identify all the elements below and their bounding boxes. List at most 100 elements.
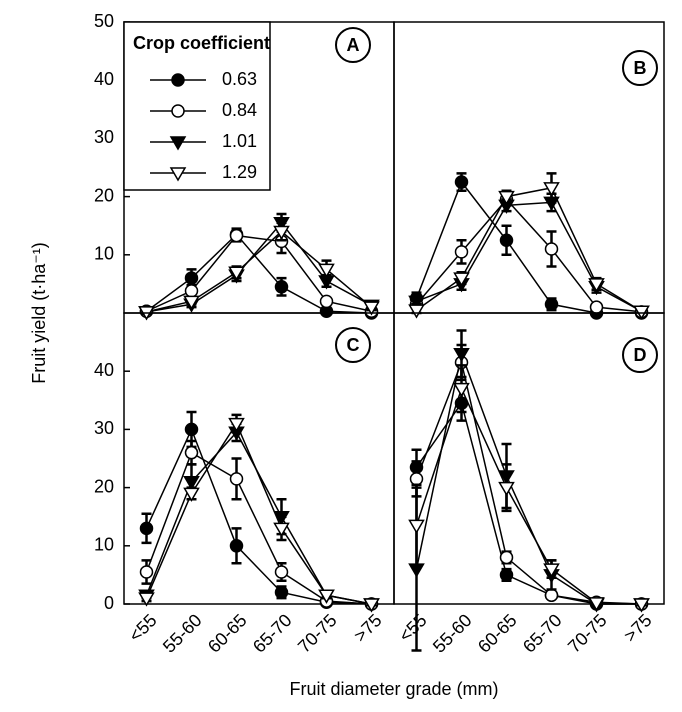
data-point (228, 417, 245, 433)
data-point (183, 476, 200, 491)
data-point (318, 263, 335, 278)
data-point (543, 563, 560, 578)
x-tick-label: <55 (395, 610, 431, 646)
data-point (633, 598, 650, 613)
panel-label: D (634, 345, 647, 365)
data-point (453, 347, 470, 363)
legend-marker (169, 136, 187, 151)
data-point (319, 294, 334, 309)
series-line (146, 234, 372, 312)
data-point (139, 565, 154, 579)
data-point (588, 278, 605, 293)
data-point (454, 245, 469, 259)
data-point (544, 588, 559, 603)
data-point (498, 190, 515, 206)
series-line (415, 198, 642, 313)
data-point (543, 182, 560, 197)
data-point (183, 295, 200, 310)
data-point (408, 304, 425, 319)
data-point (184, 422, 199, 437)
panel-label: A (347, 35, 360, 55)
y-tick-label: 10 (94, 535, 114, 555)
data-point (138, 592, 155, 607)
series-line (146, 221, 372, 313)
x-tick-label: 65-70 (519, 610, 566, 657)
data-point (229, 472, 244, 486)
x-tick-label: 70-75 (294, 610, 341, 657)
y-tick-label: 40 (94, 360, 114, 380)
panel-label-circle (622, 337, 658, 373)
x-tick-label: 55-60 (159, 610, 206, 657)
series-line (145, 421, 372, 605)
panel-frame (393, 312, 665, 605)
panel-label-circle (335, 327, 371, 363)
y-tick-label: 30 (94, 127, 114, 147)
data-point (274, 565, 289, 579)
data-point (363, 598, 380, 613)
y-tick-label: 0 (104, 593, 114, 613)
y-tick-label: 50 (94, 11, 114, 31)
series-line (415, 351, 642, 605)
y-tick-label: 30 (94, 418, 114, 438)
legend-label: 1.01 (222, 131, 257, 151)
x-tick-label: 60-65 (474, 610, 521, 657)
series-line (145, 427, 372, 605)
data-point (273, 522, 290, 537)
y-tick-label: 20 (94, 185, 114, 205)
data-point (499, 568, 514, 582)
data-point (408, 519, 425, 534)
legend-marker (171, 73, 185, 87)
data-point (139, 521, 154, 536)
data-point (544, 297, 559, 312)
data-point (499, 233, 514, 247)
series-line (416, 187, 642, 312)
x-axis-label: Fruit diameter grade (mm) (289, 679, 498, 699)
data-point (183, 487, 200, 502)
legend-label: 1.29 (222, 162, 257, 182)
panel-label: B (634, 58, 647, 78)
data-point (409, 472, 424, 486)
series-line (415, 359, 642, 605)
data-point (274, 280, 289, 294)
data-point (184, 271, 199, 285)
data-point (453, 382, 470, 398)
x-tick-label: 60-65 (204, 610, 251, 657)
data-point (184, 445, 199, 460)
data-point (273, 225, 290, 241)
legend-marker (171, 104, 185, 118)
series-line (145, 451, 372, 605)
legend-label: 0.84 (222, 100, 257, 120)
x-tick-label: >75 (350, 610, 386, 646)
series-line (146, 233, 372, 314)
y-tick-label: 20 (94, 476, 114, 496)
legend-title: Crop coefficient (133, 33, 270, 53)
data-point (229, 539, 244, 553)
data-point (228, 266, 245, 281)
panel-label-circle (622, 50, 658, 86)
panel-label: C (347, 335, 360, 355)
x-tick-label: 65-70 (249, 610, 296, 657)
panel-label-circle (335, 27, 371, 63)
series-line (416, 201, 642, 312)
data-point (453, 272, 470, 287)
data-point (498, 481, 515, 497)
x-tick-label: >75 (620, 610, 656, 646)
data-point (589, 300, 604, 314)
data-point (229, 228, 244, 243)
data-point (544, 242, 559, 256)
series-line (146, 230, 372, 313)
x-tick-label: <55 (125, 610, 161, 646)
data-point (363, 301, 380, 316)
y-axis-label: Fruit yield (t·ha⁻¹) (29, 242, 49, 384)
data-point (454, 175, 469, 189)
data-point (588, 597, 605, 612)
legend-label: 0.63 (222, 69, 257, 89)
data-point (274, 585, 289, 600)
legend-marker (169, 167, 187, 182)
series-line (415, 386, 642, 605)
data-point (408, 295, 425, 310)
x-tick-label: 70-75 (564, 610, 611, 657)
data-point (499, 550, 514, 565)
y-tick-label: 10 (94, 244, 114, 264)
